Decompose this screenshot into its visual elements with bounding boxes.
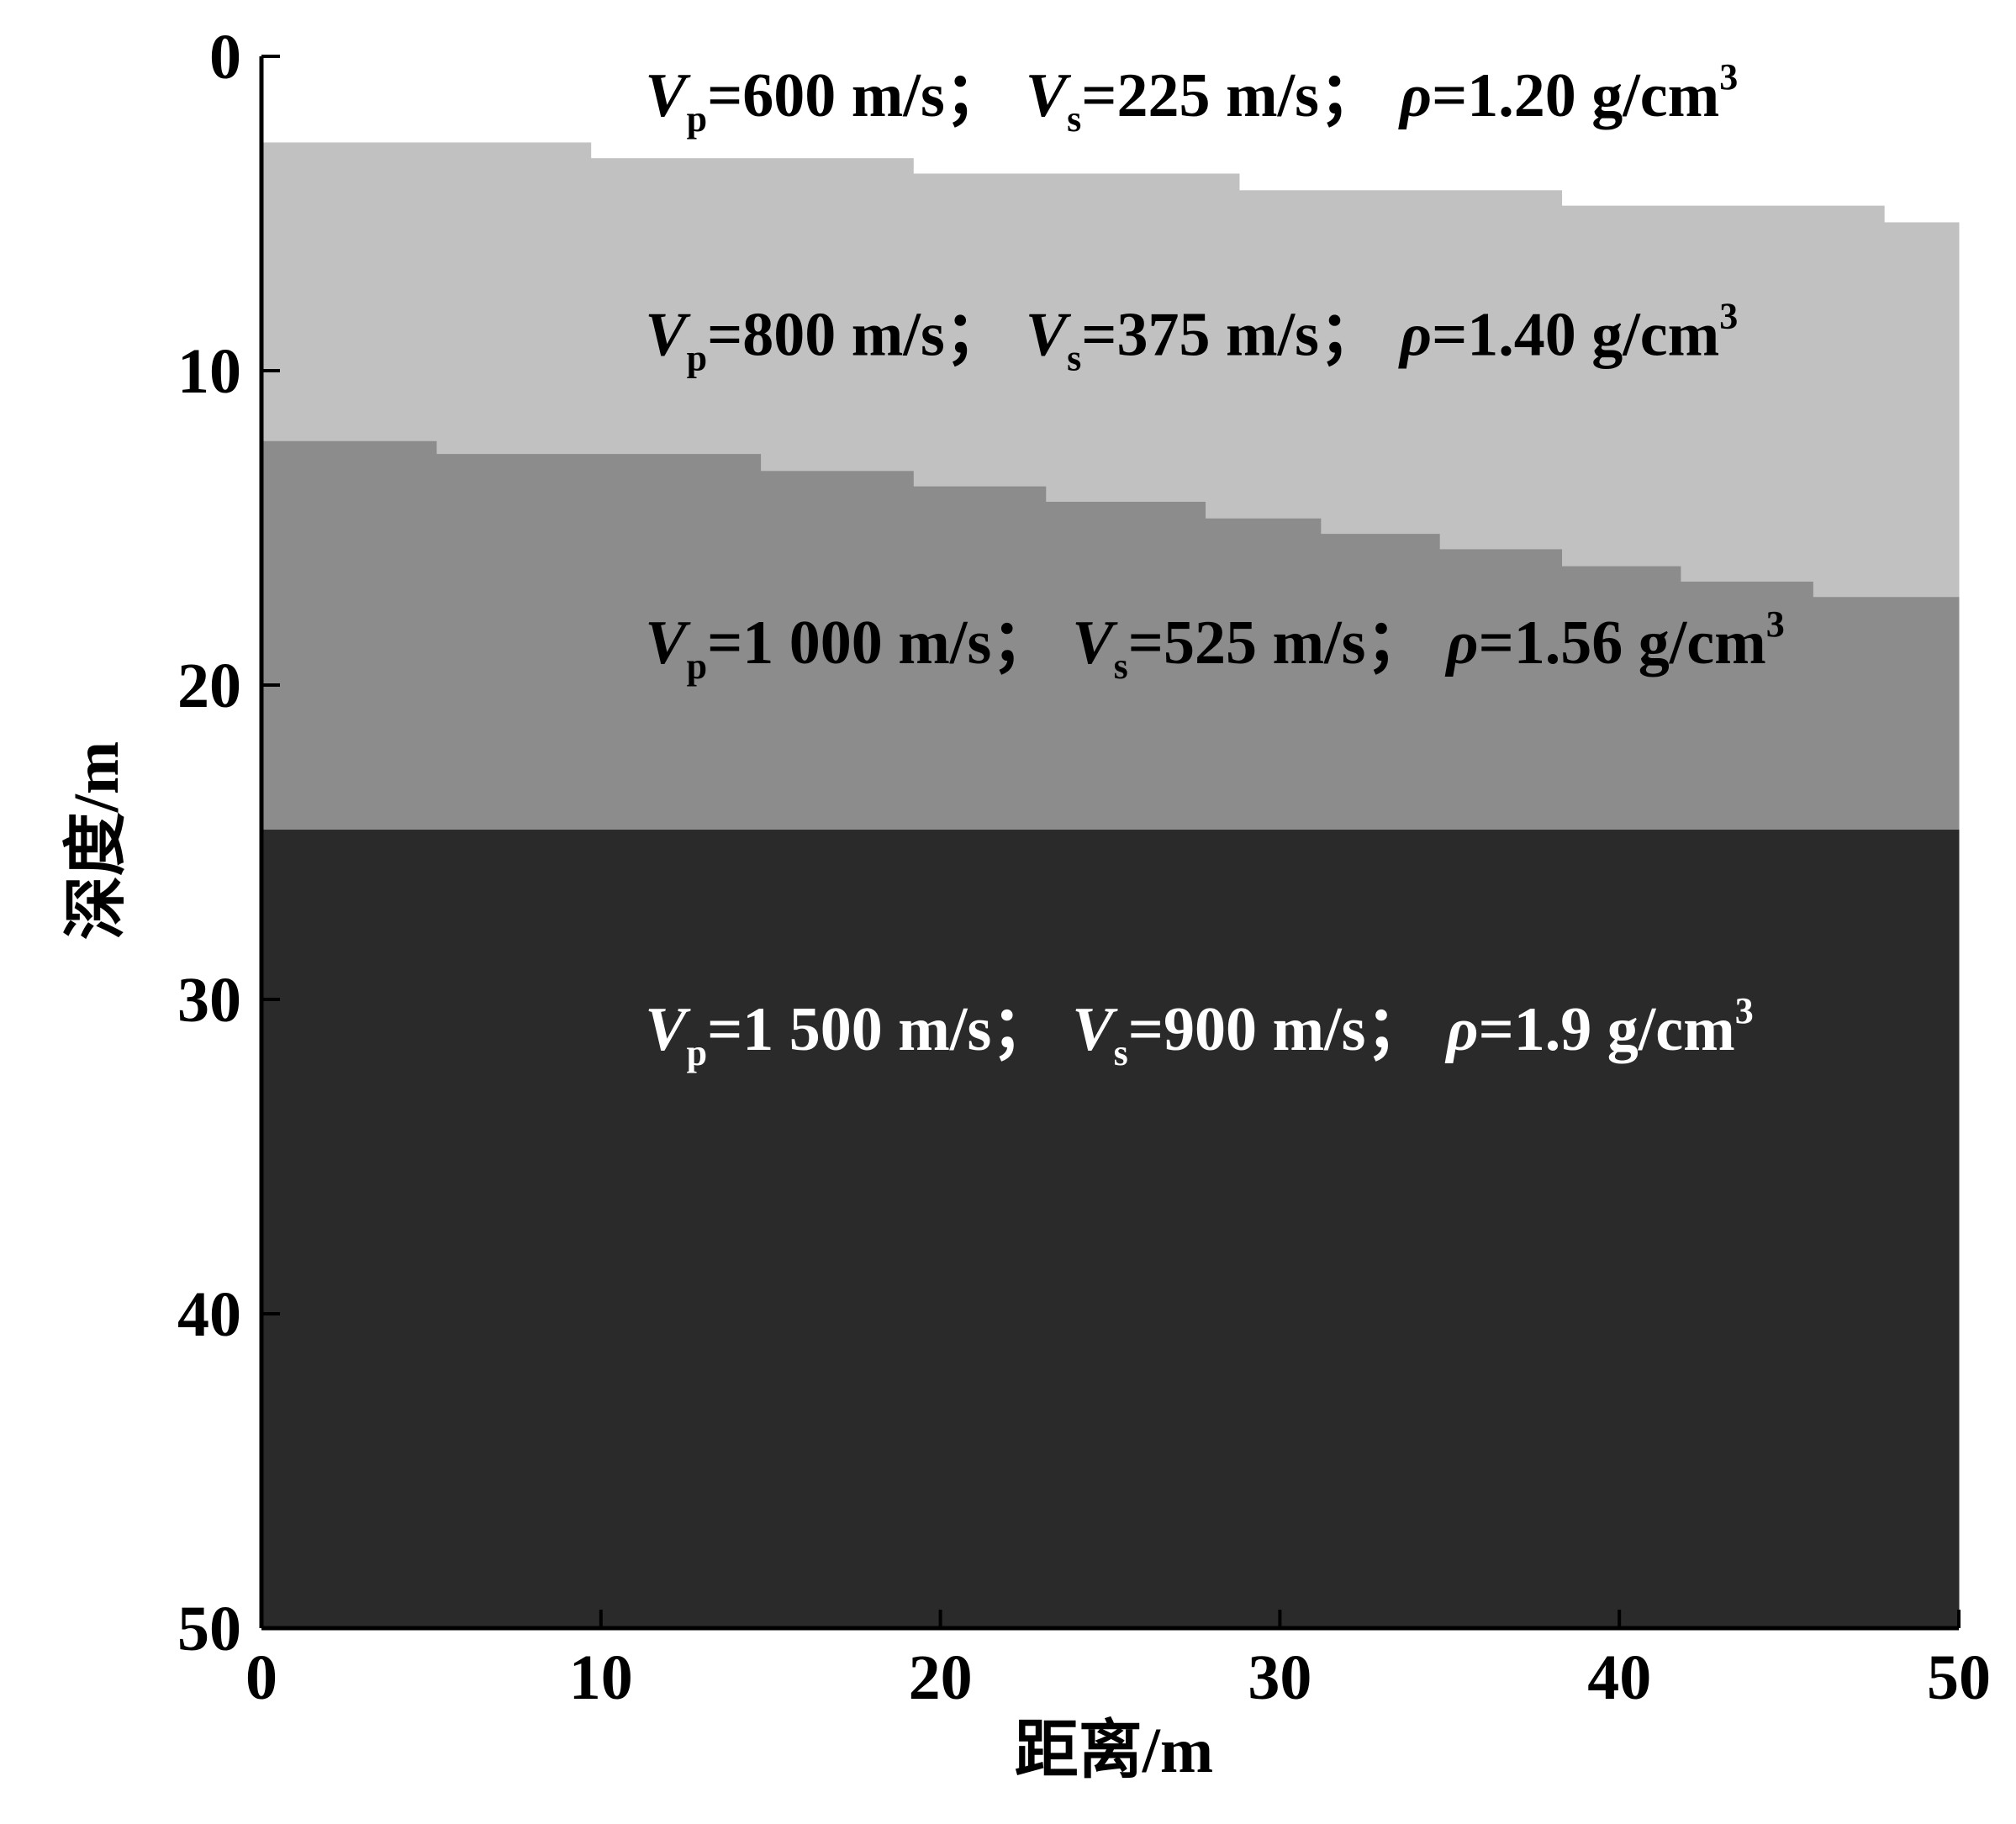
label-part: 3 xyxy=(1735,990,1754,1031)
label-part: =1 000 m/s； xyxy=(707,609,1053,677)
label-part: =375 m/s； xyxy=(1081,300,1381,369)
x-tick-label: 40 xyxy=(1587,1642,1651,1713)
label-part: =1.56 g/cm xyxy=(1479,609,1766,677)
label-part: V xyxy=(645,609,691,677)
y-axis-title: 深度/m xyxy=(61,741,132,940)
x-tick-label: 10 xyxy=(569,1642,633,1713)
x-tick-label: 0 xyxy=(245,1642,277,1713)
label-part: p xyxy=(687,98,707,140)
x-tick-label: 50 xyxy=(1927,1642,1991,1713)
label-part: s xyxy=(1067,337,1081,378)
label-part: =1 500 m/s； xyxy=(707,995,1053,1064)
y-tick-label: 50 xyxy=(177,1594,241,1664)
x-tick-label: 30 xyxy=(1248,1642,1311,1713)
x-tick-label: 20 xyxy=(909,1642,973,1713)
x-axis-title: 距离/m xyxy=(1015,1716,1213,1786)
layer-step xyxy=(261,830,1960,1628)
label-part: V xyxy=(645,61,691,130)
labels: Vp=600 m/s； Vs=225 m/s； ρ=1.20 g/cm3Vp=800… xyxy=(645,56,1785,1073)
y-tick-label: 20 xyxy=(177,651,241,721)
label-part: =900 m/s； xyxy=(1128,995,1428,1064)
label-part: =1.9 g/cm xyxy=(1479,995,1735,1064)
layers xyxy=(261,56,1960,1629)
label-part: p xyxy=(687,646,707,687)
y-tick-label: 0 xyxy=(209,22,241,92)
y-tick-label: 40 xyxy=(177,1279,241,1350)
label-part: =1.40 g/cm xyxy=(1432,300,1719,369)
label-part: 3 xyxy=(1719,295,1738,336)
label-part: V xyxy=(645,995,691,1064)
label-part: V xyxy=(1072,995,1118,1064)
label-part: V xyxy=(1026,61,1072,130)
label-part: p xyxy=(687,1032,707,1073)
label-part: V xyxy=(645,300,691,369)
layer-label: Vp=1 000 m/s； Vs=525 m/s； ρ=1.56 g/cm3 xyxy=(645,604,1785,687)
label-part: s xyxy=(1067,98,1081,140)
label-part: p xyxy=(687,337,707,378)
label-part: 3 xyxy=(1719,56,1738,98)
label-part: =225 m/s； xyxy=(1081,61,1381,130)
label-part: s xyxy=(1114,1032,1128,1073)
label-part: =600 m/s； xyxy=(707,61,1007,130)
y-tick-label: 30 xyxy=(177,965,241,1036)
label-part: ρ xyxy=(1398,300,1432,369)
label-part: V xyxy=(1072,609,1118,677)
label-part: s xyxy=(1114,646,1128,687)
label-part: ρ xyxy=(1444,995,1478,1064)
layer-label: Vp=600 m/s； Vs=225 m/s； ρ=1.20 g/cm3 xyxy=(645,56,1738,140)
label-part: =1.20 g/cm xyxy=(1432,61,1719,130)
layer-label: Vp=1 500 m/s； Vs=900 m/s； ρ=1.9 g/cm3 xyxy=(645,990,1754,1073)
label-part: ρ xyxy=(1444,609,1478,677)
label-part: 3 xyxy=(1766,604,1785,645)
label-part: =800 m/s； xyxy=(707,300,1007,369)
label-part: V xyxy=(1026,300,1072,369)
y-tick-label: 10 xyxy=(177,336,241,407)
layer-label: Vp=800 m/s； Vs=375 m/s； ρ=1.40 g/cm3 xyxy=(645,295,1738,378)
label-part: ρ xyxy=(1398,61,1432,130)
label-part: =525 m/s； xyxy=(1128,609,1428,677)
